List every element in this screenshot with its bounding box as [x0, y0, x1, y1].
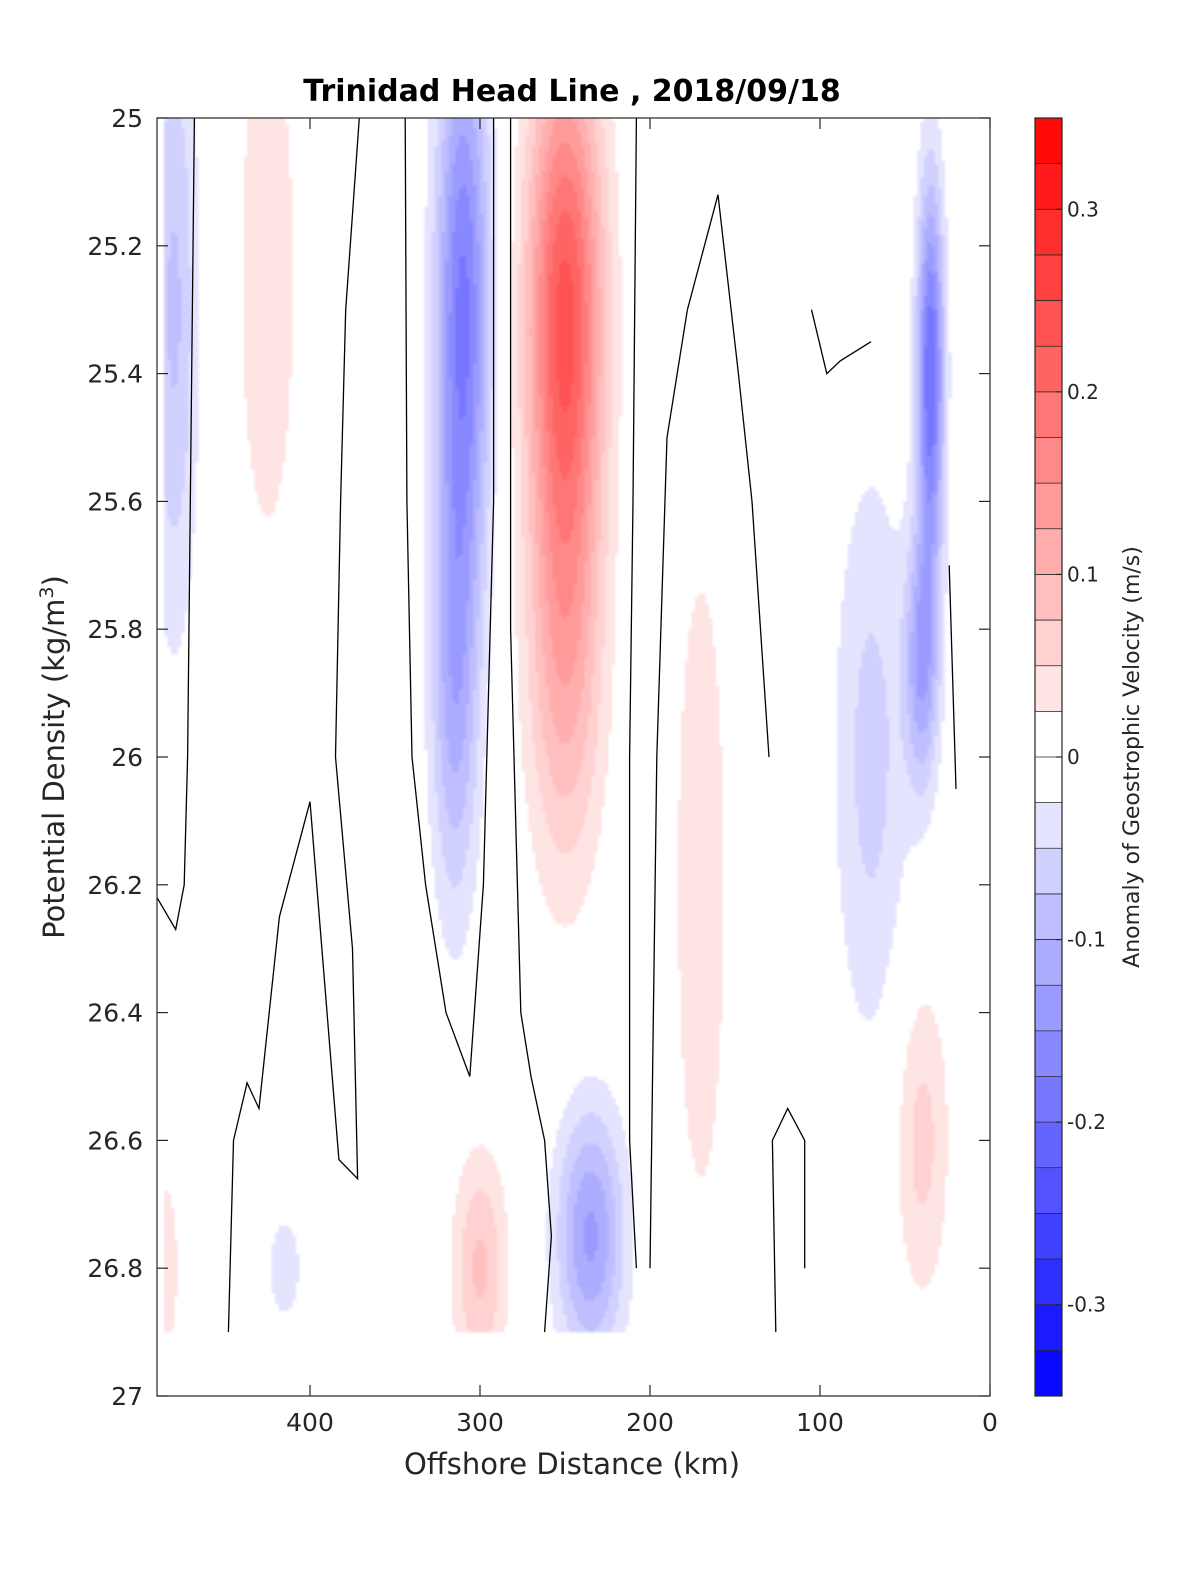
colorbar-level-25: [1035, 209, 1062, 256]
colorbar-level-13: [1035, 757, 1062, 804]
y-tick-label-26.2: 26.2: [87, 871, 143, 900]
x-tick-label-300: 300: [456, 1408, 504, 1437]
x-axis: 400 300 200 100 0: [286, 118, 998, 1437]
colorbar-tick-label-0: 0: [1067, 745, 1080, 769]
chart-title: Trinidad Head Line , 2018/09/18: [303, 74, 840, 109]
colorbar-tick-label--0.2: -0.2: [1067, 1110, 1106, 1134]
colorbar-level-9: [1035, 939, 1062, 986]
y-tick-label-25.8: 25.8: [87, 615, 143, 644]
colorbar-level-24: [1035, 254, 1062, 302]
colorbar-level-6: [1035, 1076, 1062, 1123]
zero-contour-2: [404, 118, 495, 1077]
colorbar-level-22: [1035, 346, 1062, 393]
colorbar-level-19: [1035, 483, 1062, 530]
colorbar-level-17: [1035, 574, 1062, 621]
colorbar-level-2: [1035, 1259, 1062, 1306]
colorbar-level-3: [1035, 1213, 1062, 1260]
colorbar-tick-label--0.3: -0.3: [1067, 1293, 1106, 1317]
zero-contour-8: [948, 565, 957, 790]
x-tick-label-400: 400: [286, 1408, 334, 1437]
colorbar-level-8: [1035, 985, 1062, 1032]
zero-contours: [157, 118, 957, 1333]
y-tick-label-25.4: 25.4: [87, 360, 143, 389]
y-tick-label-26.6: 26.6: [87, 1126, 143, 1155]
y-axis-label: Potential Density (kg/m3): [36, 575, 71, 939]
colorbar-level-7: [1035, 1030, 1062, 1077]
y-tick-label-26: 26: [111, 743, 143, 772]
colorbar-tick-label-0.3: 0.3: [1067, 197, 1099, 221]
x-axis-label: Offshore Distance (km): [404, 1447, 740, 1481]
colorbar-ticks: -0.3 -0.2 -0.1 0 0.1 0.2 0.3: [1056, 197, 1106, 1317]
y-tick-label-26.8: 26.8: [87, 1254, 143, 1283]
colorbar-level-23: [1035, 300, 1062, 347]
colorbar-level-21: [1035, 391, 1062, 438]
colorbar-level-11: [1035, 848, 1062, 895]
y-tick-label-25.6: 25.6: [87, 487, 143, 516]
zero-contour-0: [157, 118, 196, 932]
colorbar-level-10: [1035, 893, 1062, 941]
colorbar-level-4: [1035, 1167, 1062, 1214]
colorbar-level-14: [1035, 711, 1062, 758]
colorbar-tick-label-0.2: 0.2: [1067, 380, 1099, 404]
x-tick-label-0: 0: [982, 1408, 998, 1437]
colorbar-tick-label--0.1: -0.1: [1067, 928, 1106, 952]
zero-contour-4: [628, 118, 638, 1269]
colorbar-level-20: [1035, 437, 1062, 484]
colorbar-level-1: [1035, 1304, 1062, 1351]
colorbar-tick-label-0.1: 0.1: [1067, 562, 1099, 586]
colorbar-level-15: [1035, 665, 1062, 712]
y-tick-label-25: 25: [111, 104, 143, 133]
colorbar-level-5: [1035, 1122, 1062, 1169]
colorbar-level-16: [1035, 620, 1062, 667]
y-tick-label-27: 27: [111, 1382, 143, 1411]
zero-contour-1: [227, 118, 360, 1333]
y-axis: 25 25.2 25.4 25.6 25.8 26 26.2 26.4 26.6 26.8 27: [87, 104, 990, 1411]
zero-contour-3: [509, 118, 553, 1333]
velocity-field: [157, 118, 990, 1396]
colorbar-label: Anomaly of Geostrophic Velocity (m/s): [1120, 546, 1145, 968]
colorbar-level-27: [1035, 118, 1062, 165]
colorbar: [1035, 118, 1062, 1397]
colorbar-level-0: [1035, 1350, 1062, 1397]
colorbar-level-12: [1035, 802, 1062, 849]
zero-contour-7: [810, 309, 872, 375]
y-tick-label-26.4: 26.4: [87, 999, 143, 1028]
colorbar-level-26: [1035, 163, 1062, 210]
y-tick-label-25.2: 25.2: [87, 232, 143, 261]
colorbar-level-18: [1035, 528, 1062, 575]
x-tick-label-100: 100: [796, 1408, 844, 1437]
zero-contour-5: [649, 194, 770, 1269]
x-tick-label-200: 200: [626, 1408, 674, 1437]
zero-contour-6: [771, 1107, 806, 1333]
